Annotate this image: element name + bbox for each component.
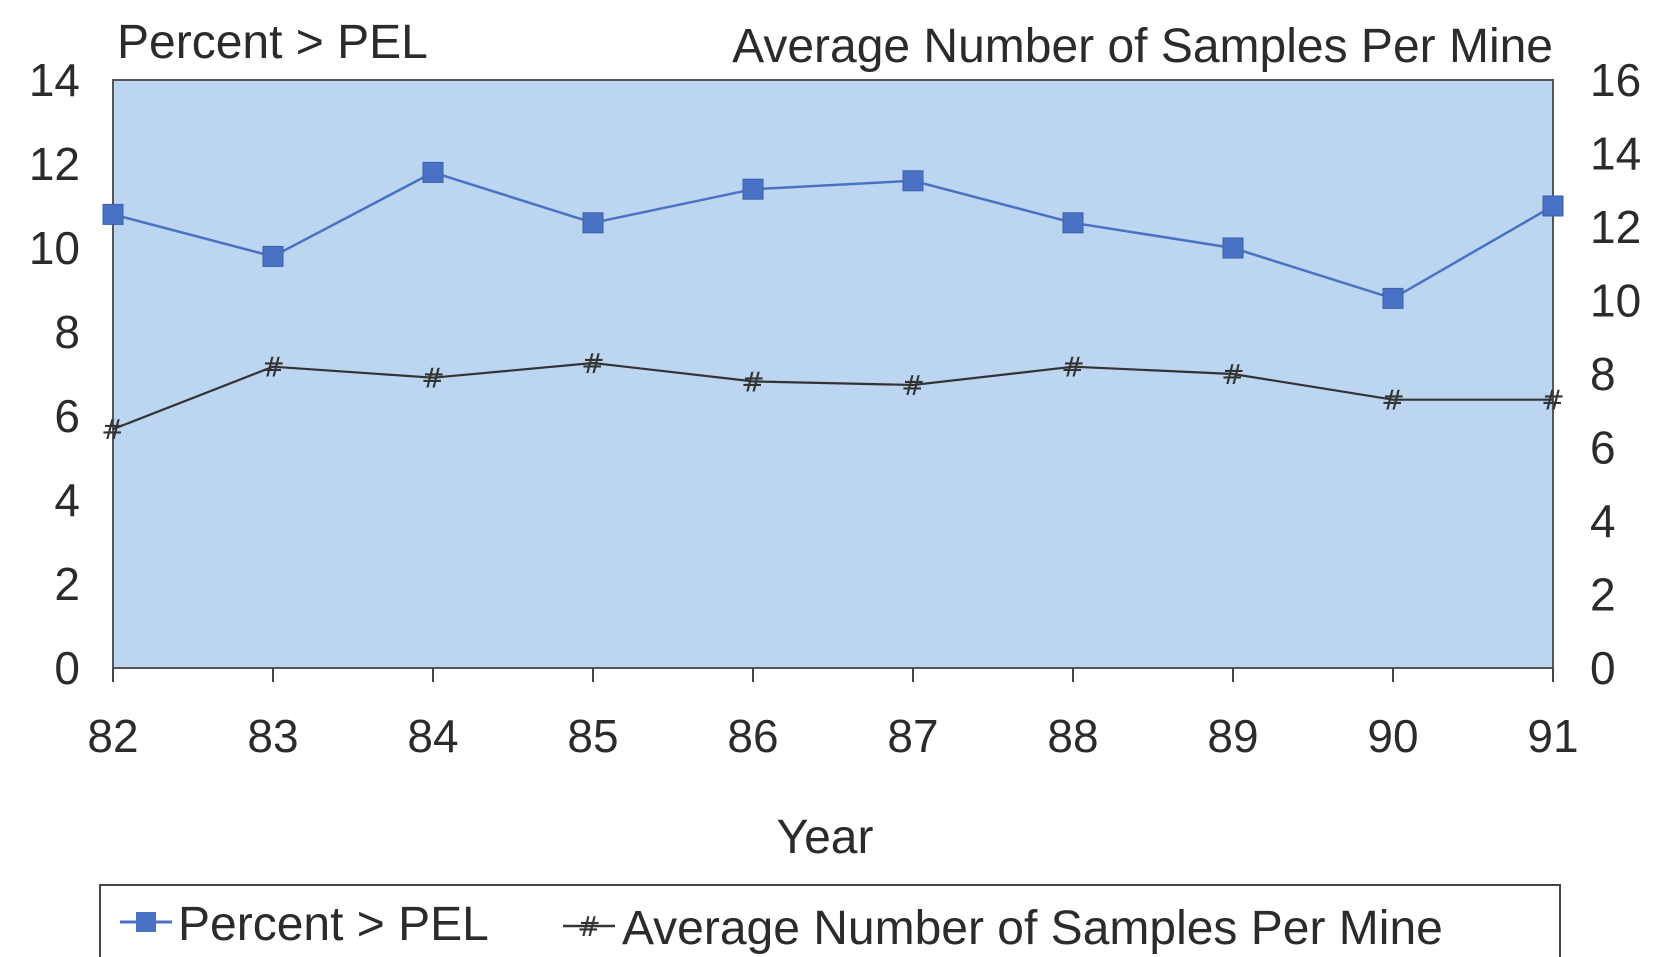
legend-label-percent: Percent > PEL <box>178 898 489 951</box>
x-tick-label: 82 <box>87 710 138 762</box>
x-tick-label: 88 <box>1047 710 1098 762</box>
percent-pel-point <box>1542 195 1564 217</box>
plot-area <box>112 79 1554 669</box>
x-tick-label: 90 <box>1367 710 1418 762</box>
percent-pel-point <box>1222 237 1244 259</box>
x-axis-ticks: 82 83 84 85 86 87 88 89 90 91 <box>87 668 1579 762</box>
x-tick-label: 89 <box>1207 710 1258 762</box>
avg-samples-point: # <box>901 369 924 402</box>
x-tick-label: 91 <box>1527 710 1578 762</box>
x-tick-label: 86 <box>727 710 778 762</box>
percent-pel-point <box>1062 212 1084 234</box>
left-axis-title: Percent > PEL <box>117 16 428 69</box>
right-axis-title: Average Number of Samples Per Mine <box>732 20 1553 73</box>
percent-pel-point <box>582 212 604 234</box>
left-tick-label: 4 <box>54 474 80 526</box>
right-tick-label: 0 <box>1590 642 1616 694</box>
avg-samples-point: # <box>1541 384 1564 417</box>
avg-samples-point: # <box>741 365 764 398</box>
left-tick-label: 0 <box>54 642 80 694</box>
left-axis-ticks: 0 2 4 6 8 10 12 14 <box>29 54 80 694</box>
left-tick-label: 8 <box>54 306 80 358</box>
x-tick-label: 85 <box>567 710 618 762</box>
avg-samples-point: # <box>421 362 444 395</box>
left-tick-label: 12 <box>29 138 80 190</box>
series-line-avg-samples <box>112 361 1553 431</box>
left-tick-label: 2 <box>54 558 80 610</box>
legend-label-samples: Average Number of Samples Per Mine <box>622 902 1443 955</box>
right-tick-label: 2 <box>1590 569 1616 621</box>
left-tick-label: 6 <box>54 390 80 442</box>
series-line-percent-pel <box>112 171 1554 300</box>
right-tick-label: 16 <box>1590 54 1641 106</box>
avg-samples-point: # <box>1381 384 1404 417</box>
avg-samples-point: # <box>1061 351 1084 384</box>
percent-pel-point <box>902 170 924 192</box>
avg-samples-point: # <box>1221 358 1244 391</box>
left-tick-label: 10 <box>29 222 80 274</box>
legend-square-marker-icon <box>136 912 156 932</box>
series-layer: # # # # # # # # # # <box>101 161 1565 446</box>
avg-samples-point: # <box>581 347 604 380</box>
percent-pel-point <box>102 203 124 225</box>
left-tick-label: 14 <box>29 54 80 106</box>
right-axis-ticks: 0 2 4 6 8 10 12 14 16 <box>1590 54 1641 694</box>
percent-pel-point <box>1382 287 1404 309</box>
percent-pel-point <box>262 245 284 267</box>
avg-samples-point: # <box>101 413 124 446</box>
x-tick-label: 87 <box>887 710 938 762</box>
legend-hash-marker-icon: # <box>577 910 600 943</box>
right-tick-label: 10 <box>1590 275 1641 327</box>
x-tick-label: 83 <box>247 710 298 762</box>
avg-samples-point: # <box>261 351 284 384</box>
right-tick-label: 12 <box>1590 201 1641 253</box>
right-tick-label: 6 <box>1590 422 1616 474</box>
right-tick-label: 8 <box>1590 348 1616 400</box>
legend: Percent > PEL # Average Number of Sample… <box>99 884 1561 957</box>
percent-pel-point <box>422 161 444 183</box>
legend-box <box>99 884 1561 957</box>
x-axis-title: Year <box>777 811 874 864</box>
percent-pel-point <box>742 178 764 200</box>
x-tick-label: 84 <box>407 710 458 762</box>
right-tick-label: 4 <box>1590 495 1616 547</box>
right-tick-label: 14 <box>1590 128 1641 180</box>
